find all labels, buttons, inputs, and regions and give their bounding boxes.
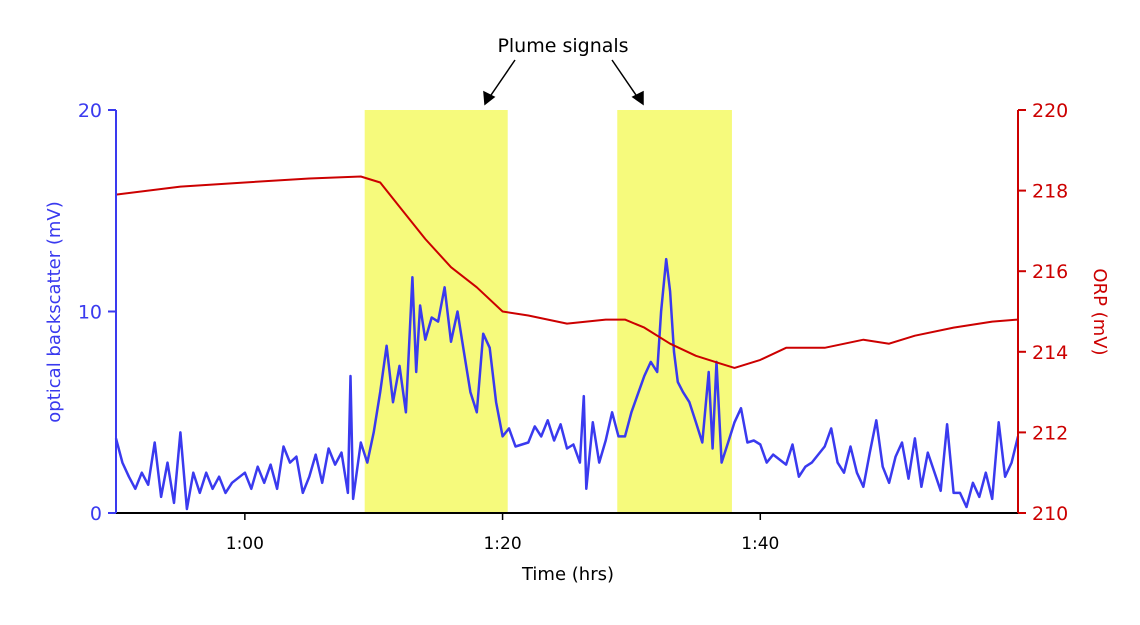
annotation-arrows — [483, 59, 644, 106]
right-y-tick-label: 218 — [1032, 181, 1068, 203]
right-y-tick-label: 220 — [1032, 100, 1068, 122]
right-y-tick-label: 216 — [1032, 261, 1068, 283]
left-axis-label: optical backscatter (mV) — [44, 201, 65, 422]
x-tick-label: 1:20 — [483, 534, 521, 554]
right-y-tick-label: 210 — [1032, 503, 1068, 525]
orp-series-line — [115, 175, 1019, 369]
annotation-text: Plume signals — [497, 35, 628, 57]
left-y-tick-label: 10 — [78, 302, 102, 324]
x-axis-label: Time (hrs) — [521, 564, 614, 585]
right-y-tick-label: 212 — [1032, 422, 1068, 444]
plume-highlight-band — [364, 110, 508, 513]
right-y-tick-label: 214 — [1032, 342, 1068, 364]
plume-highlight-band — [617, 110, 732, 513]
left-y-tick-label: 0 — [90, 503, 102, 525]
backscatter-series-line — [114, 257, 1020, 511]
x-tick-label: 1:40 — [741, 534, 779, 554]
right-axis-label: ORP (mV) — [1089, 268, 1110, 355]
left-y-tick-label: 20 — [78, 100, 102, 122]
x-tick-label: 1:00 — [226, 534, 264, 554]
